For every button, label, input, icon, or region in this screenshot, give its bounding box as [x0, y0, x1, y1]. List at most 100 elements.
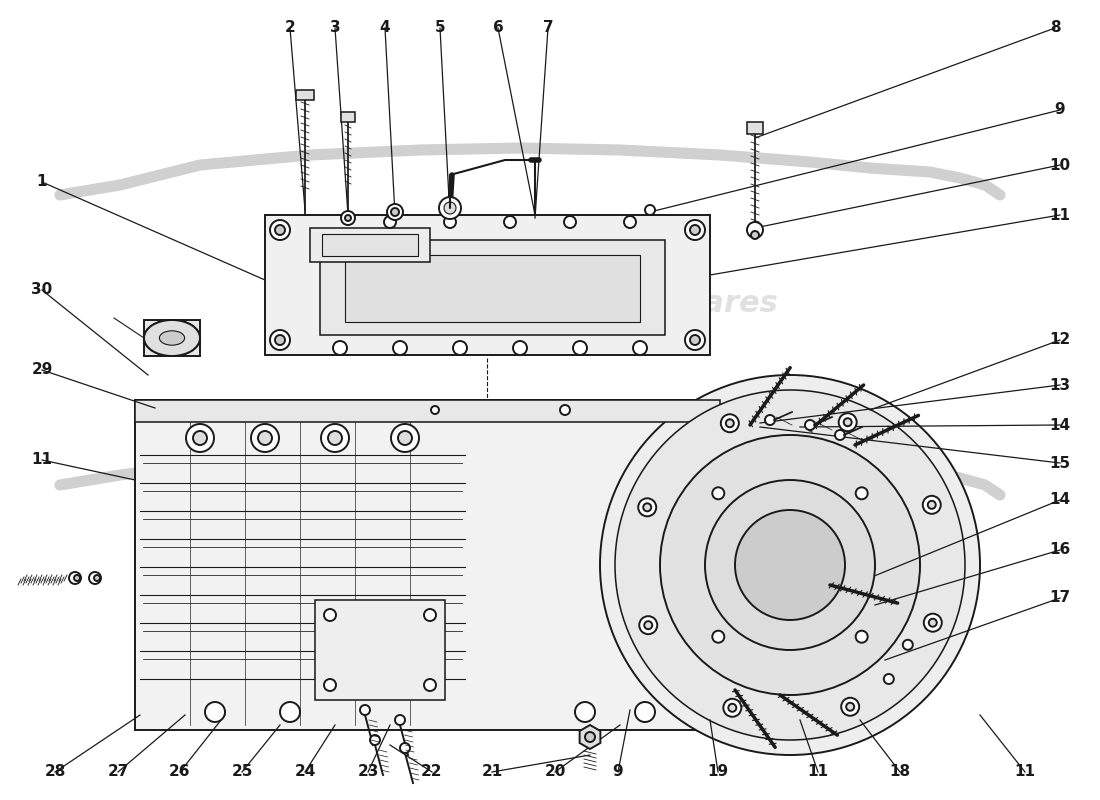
Polygon shape [320, 240, 666, 335]
Text: 5: 5 [434, 21, 446, 35]
Circle shape [398, 431, 412, 445]
Circle shape [924, 614, 942, 632]
Text: 29: 29 [31, 362, 53, 378]
Circle shape [690, 225, 700, 235]
Circle shape [360, 705, 370, 715]
Text: 4: 4 [379, 21, 390, 35]
Text: 21: 21 [482, 765, 503, 779]
Circle shape [724, 698, 741, 717]
Circle shape [251, 424, 279, 452]
Circle shape [192, 431, 207, 445]
Bar [315, 600, 446, 700]
Circle shape [341, 211, 355, 225]
Text: 12: 12 [1049, 333, 1070, 347]
Text: 11: 11 [32, 453, 53, 467]
Circle shape [585, 732, 595, 742]
Circle shape [370, 735, 379, 745]
Ellipse shape [144, 320, 200, 356]
Circle shape [275, 225, 285, 235]
Circle shape [632, 341, 647, 355]
Polygon shape [322, 234, 418, 256]
Circle shape [835, 430, 845, 440]
Circle shape [384, 216, 396, 228]
Circle shape [575, 702, 595, 722]
Circle shape [624, 216, 636, 228]
Circle shape [645, 621, 652, 629]
Circle shape [69, 572, 81, 584]
Text: 3: 3 [330, 21, 340, 35]
Text: 27: 27 [108, 765, 129, 779]
Circle shape [805, 420, 815, 430]
Circle shape [94, 575, 100, 581]
Circle shape [345, 215, 351, 221]
Circle shape [393, 341, 407, 355]
Circle shape [846, 702, 855, 710]
Text: 17: 17 [1049, 590, 1070, 606]
Circle shape [560, 405, 570, 415]
Circle shape [685, 330, 705, 350]
Text: 30: 30 [32, 282, 53, 298]
Circle shape [635, 702, 654, 722]
Circle shape [390, 208, 399, 216]
Circle shape [205, 702, 225, 722]
Circle shape [645, 205, 654, 215]
Polygon shape [144, 320, 200, 356]
Circle shape [883, 674, 894, 684]
Circle shape [333, 341, 346, 355]
Text: 24: 24 [295, 765, 316, 779]
Circle shape [928, 618, 937, 626]
Circle shape [328, 431, 342, 445]
Circle shape [713, 630, 724, 642]
Circle shape [564, 216, 576, 228]
Text: 11: 11 [807, 765, 828, 779]
Circle shape [728, 704, 736, 712]
Circle shape [258, 431, 272, 445]
Circle shape [424, 609, 436, 621]
Polygon shape [580, 725, 601, 749]
Polygon shape [265, 215, 710, 355]
Circle shape [513, 341, 527, 355]
Text: 11: 11 [1014, 765, 1035, 779]
Text: 11: 11 [1049, 207, 1070, 222]
Polygon shape [341, 112, 355, 122]
Circle shape [735, 510, 845, 620]
Circle shape [838, 414, 857, 431]
Circle shape [705, 480, 874, 650]
Circle shape [638, 498, 657, 516]
Text: eurospares: eurospares [321, 466, 515, 494]
Circle shape [685, 220, 705, 240]
Polygon shape [310, 228, 430, 262]
Text: 1: 1 [36, 174, 47, 190]
Circle shape [89, 572, 101, 584]
Circle shape [927, 501, 936, 509]
Circle shape [842, 698, 859, 716]
Circle shape [186, 424, 214, 452]
Circle shape [690, 335, 700, 345]
Polygon shape [296, 90, 314, 100]
Circle shape [504, 216, 516, 228]
Circle shape [720, 414, 739, 432]
Circle shape [400, 743, 410, 753]
Circle shape [453, 341, 468, 355]
Circle shape [275, 335, 285, 345]
Circle shape [387, 204, 403, 220]
Circle shape [270, 220, 290, 240]
Text: 6: 6 [493, 21, 504, 35]
Polygon shape [135, 400, 720, 730]
Circle shape [856, 487, 868, 499]
Polygon shape [345, 255, 640, 322]
Text: 14: 14 [1049, 418, 1070, 433]
Circle shape [923, 496, 940, 514]
Polygon shape [747, 122, 763, 134]
Text: 10: 10 [1049, 158, 1070, 173]
Circle shape [324, 679, 336, 691]
Text: 20: 20 [544, 765, 565, 779]
Text: 28: 28 [44, 765, 66, 779]
Text: 9: 9 [1055, 102, 1065, 118]
Circle shape [439, 197, 461, 219]
Text: 8: 8 [1049, 21, 1060, 35]
Polygon shape [135, 400, 720, 422]
Text: eurospares: eurospares [585, 290, 779, 318]
Circle shape [644, 503, 651, 511]
Circle shape [74, 575, 80, 581]
